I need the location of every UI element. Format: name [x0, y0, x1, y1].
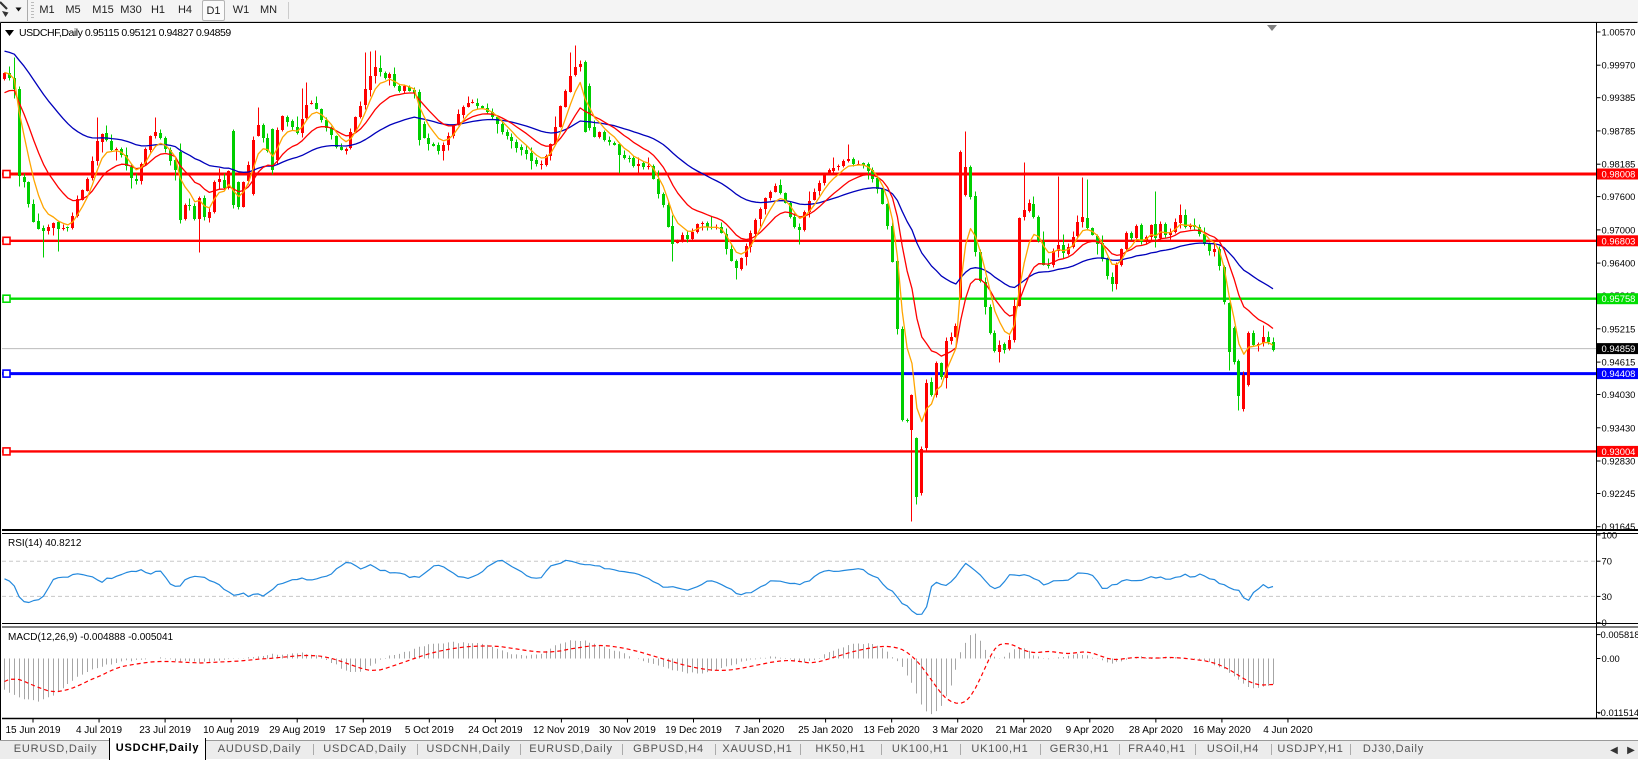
svg-text:-0.011514: -0.011514 — [1598, 707, 1638, 718]
svg-text:15 Jun 2019: 15 Jun 2019 — [5, 725, 60, 736]
svg-text:100: 100 — [1602, 529, 1618, 540]
svg-text:RSI(14) 40.8212: RSI(14) 40.8212 — [8, 538, 82, 549]
svg-text:28 Apr 2020: 28 Apr 2020 — [1129, 725, 1183, 736]
svg-text:0.93004: 0.93004 — [1602, 446, 1636, 457]
svg-text:3 Mar 2020: 3 Mar 2020 — [932, 725, 983, 736]
svg-text:0.005818: 0.005818 — [1601, 629, 1638, 640]
svg-text:0.94408: 0.94408 — [1602, 368, 1636, 379]
svg-text:0.92830: 0.92830 — [1602, 456, 1636, 467]
svg-text:0.96400: 0.96400 — [1602, 258, 1636, 269]
svg-text:70: 70 — [1602, 556, 1612, 567]
svg-text:0.93430: 0.93430 — [1602, 422, 1636, 433]
svg-text:0.92245: 0.92245 — [1602, 488, 1636, 499]
svg-text:29 Aug 2019: 29 Aug 2019 — [269, 725, 326, 736]
svg-text:0.94030: 0.94030 — [1602, 389, 1636, 400]
svg-text:MACD(12,26,9) -0.004888 -0.005: MACD(12,26,9) -0.004888 -0.005041 — [8, 632, 174, 643]
svg-text:0: 0 — [1602, 617, 1607, 628]
svg-text:0.95215: 0.95215 — [1602, 323, 1636, 334]
svg-text:0.99385: 0.99385 — [1602, 92, 1636, 103]
svg-text:0.98785: 0.98785 — [1602, 125, 1636, 136]
svg-text:0.94615: 0.94615 — [1602, 357, 1636, 368]
svg-text:0.95758: 0.95758 — [1602, 293, 1636, 304]
svg-text:USDCHF,Daily 0.95115 0.95121: USDCHF,Daily 0.95115 0.95121 0.94827 0.9… — [19, 27, 231, 39]
svg-text:0.97000: 0.97000 — [1602, 224, 1636, 235]
svg-text:4 Jul 2019: 4 Jul 2019 — [76, 725, 123, 736]
svg-text:30 Nov 2019: 30 Nov 2019 — [599, 725, 656, 736]
svg-text:4 Jun 2020: 4 Jun 2020 — [1263, 725, 1313, 736]
svg-text:7 Jan 2020: 7 Jan 2020 — [735, 725, 785, 736]
svg-text:25 Jan 2020: 25 Jan 2020 — [798, 725, 853, 736]
svg-text:0.96803: 0.96803 — [1602, 235, 1636, 246]
svg-text:0.94859: 0.94859 — [1602, 343, 1636, 354]
svg-text:21 Mar 2020: 21 Mar 2020 — [996, 725, 1053, 736]
svg-text:10 Aug 2019: 10 Aug 2019 — [203, 725, 260, 736]
svg-text:0.98008: 0.98008 — [1602, 169, 1636, 180]
svg-text:30: 30 — [1602, 591, 1612, 602]
svg-text:24 Oct 2019: 24 Oct 2019 — [468, 725, 523, 736]
svg-text:12 Nov 2019: 12 Nov 2019 — [533, 725, 590, 736]
svg-text:1.00570: 1.00570 — [1602, 27, 1636, 38]
svg-text:0.99970: 0.99970 — [1602, 60, 1636, 71]
svg-text:16 May 2020: 16 May 2020 — [1193, 725, 1251, 736]
svg-text:0.97600: 0.97600 — [1602, 191, 1636, 202]
svg-text:23 Jul 2019: 23 Jul 2019 — [139, 725, 191, 736]
svg-text:19 Dec 2019: 19 Dec 2019 — [665, 725, 722, 736]
svg-text:13 Feb 2020: 13 Feb 2020 — [864, 725, 921, 736]
svg-text:9 Apr 2020: 9 Apr 2020 — [1066, 725, 1115, 736]
svg-text:17 Sep 2019: 17 Sep 2019 — [335, 725, 392, 736]
svg-text:0.00: 0.00 — [1602, 653, 1620, 664]
svg-text:5 Oct 2019: 5 Oct 2019 — [405, 725, 454, 736]
